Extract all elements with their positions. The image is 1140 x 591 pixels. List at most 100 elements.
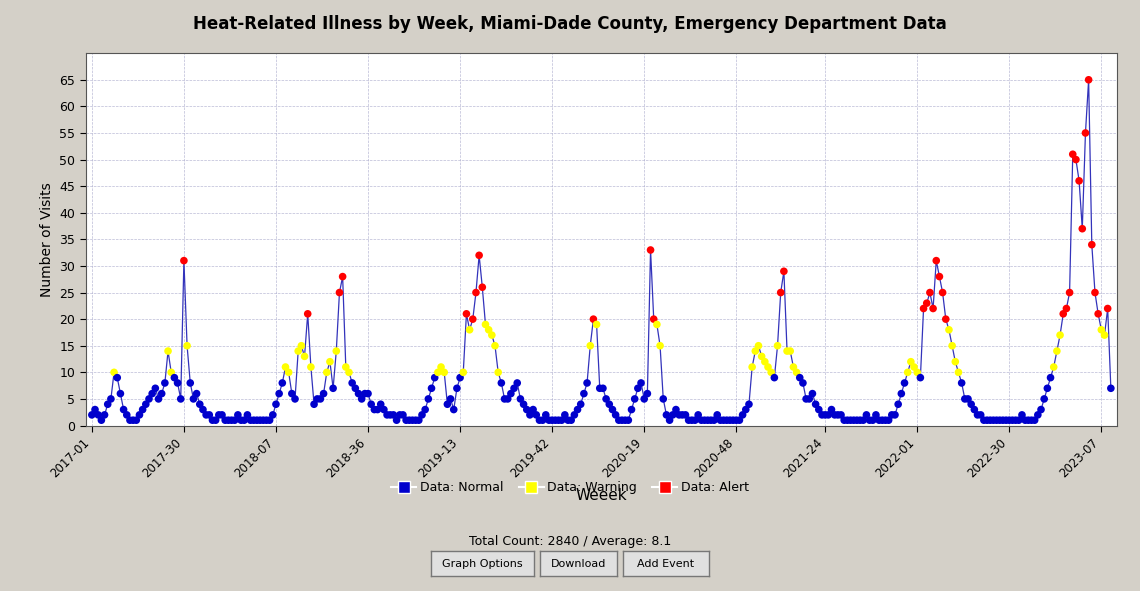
Point [378,410,397,420]
Point [130,410,148,420]
Point [400,415,418,425]
Point [149,394,168,404]
Text: Heat-Related Illness by Week, Miami-Dade County, Emergency Department Data: Heat-Related Illness by Week, Miami-Dade… [193,15,947,33]
Point [231,415,250,425]
Point [943,341,961,350]
Point [219,415,237,425]
Point [679,415,698,425]
Point [895,378,913,388]
Point [658,410,676,420]
Point [185,394,203,404]
Point [968,410,986,420]
Point [128,415,146,425]
Point [172,394,190,404]
Point [391,410,409,420]
Point [676,410,694,420]
Point [569,405,587,414]
Point [489,368,507,377]
Point [473,282,491,292]
Point [213,410,231,420]
Point [114,405,132,414]
Point [626,394,644,404]
Point [340,368,358,377]
Point [153,389,171,398]
Point [1083,240,1101,249]
Point [384,410,402,420]
Point [635,394,653,404]
Point [870,415,888,425]
Point [486,341,504,350]
Point [496,394,514,404]
Point [480,325,498,335]
Point [882,410,901,420]
Point [987,415,1005,425]
Point [96,410,114,420]
Point [743,362,762,372]
Point [438,400,456,409]
Point [816,410,834,420]
Point [133,405,152,414]
Point [457,309,475,319]
Point [927,256,945,265]
Point [245,415,263,425]
Point [762,368,780,377]
Point [733,410,751,420]
Text: Download: Download [551,559,606,569]
Point [416,405,434,414]
Point [279,368,298,377]
Point [616,415,634,425]
Point [235,415,253,425]
Point [841,415,860,425]
Point [206,415,225,425]
Point [549,415,568,425]
Point [717,415,735,425]
Point [492,378,511,388]
Point [873,415,891,425]
Point [299,309,317,319]
Point [982,415,1000,425]
Point [254,415,272,425]
Point [518,405,536,414]
Point [727,415,746,425]
Point [142,389,161,398]
Point [292,341,310,350]
Point [715,415,733,425]
Point [930,272,948,281]
Point [226,415,244,425]
Point [663,410,682,420]
Point [950,368,968,377]
Point [263,410,282,420]
Point [1019,415,1037,425]
Point [454,368,472,377]
Point [793,378,812,388]
Point [89,410,107,420]
Point [101,394,120,404]
Point [546,415,564,425]
Point [222,415,241,425]
Point [445,405,463,414]
Point [971,410,990,420]
Point [1035,394,1053,404]
Point [201,410,219,420]
Point [622,405,641,414]
Point [393,410,412,420]
Point [482,330,500,340]
X-axis label: Weeek: Weeek [576,488,627,504]
Point [953,378,971,388]
Point [1051,330,1069,340]
Point [699,415,717,425]
Point [1016,415,1034,425]
Point [276,362,294,372]
Point [343,378,361,388]
Point [825,410,844,420]
Point [511,394,529,404]
Point [724,415,742,425]
Point [251,415,269,425]
Point [720,415,739,425]
Point [1080,75,1098,85]
Point [320,357,339,366]
Point [407,415,425,425]
Point [585,314,603,324]
Point [397,415,415,425]
Point [845,415,863,425]
